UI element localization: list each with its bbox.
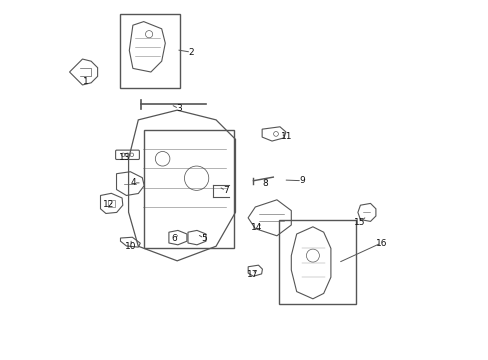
Bar xyxy=(120,14,179,88)
Text: 9: 9 xyxy=(299,176,305,185)
Text: 6: 6 xyxy=(171,234,177,243)
Text: 1: 1 xyxy=(82,77,88,86)
Text: 16: 16 xyxy=(375,239,386,248)
Bar xyxy=(143,130,233,248)
Text: 14: 14 xyxy=(251,223,262,232)
Bar xyxy=(278,220,355,304)
Text: 15: 15 xyxy=(353,218,365,227)
Text: 12: 12 xyxy=(102,200,114,209)
Text: 17: 17 xyxy=(246,270,258,279)
Text: 11: 11 xyxy=(281,132,292,141)
Text: 10: 10 xyxy=(125,242,137,251)
Text: 8: 8 xyxy=(262,179,267,188)
Text: 4: 4 xyxy=(131,179,136,188)
Text: 2: 2 xyxy=(188,48,194,57)
Text: 5: 5 xyxy=(201,234,206,243)
Text: 7: 7 xyxy=(223,186,228,195)
Text: 3: 3 xyxy=(176,104,182,113)
Text: 13: 13 xyxy=(119,153,130,162)
